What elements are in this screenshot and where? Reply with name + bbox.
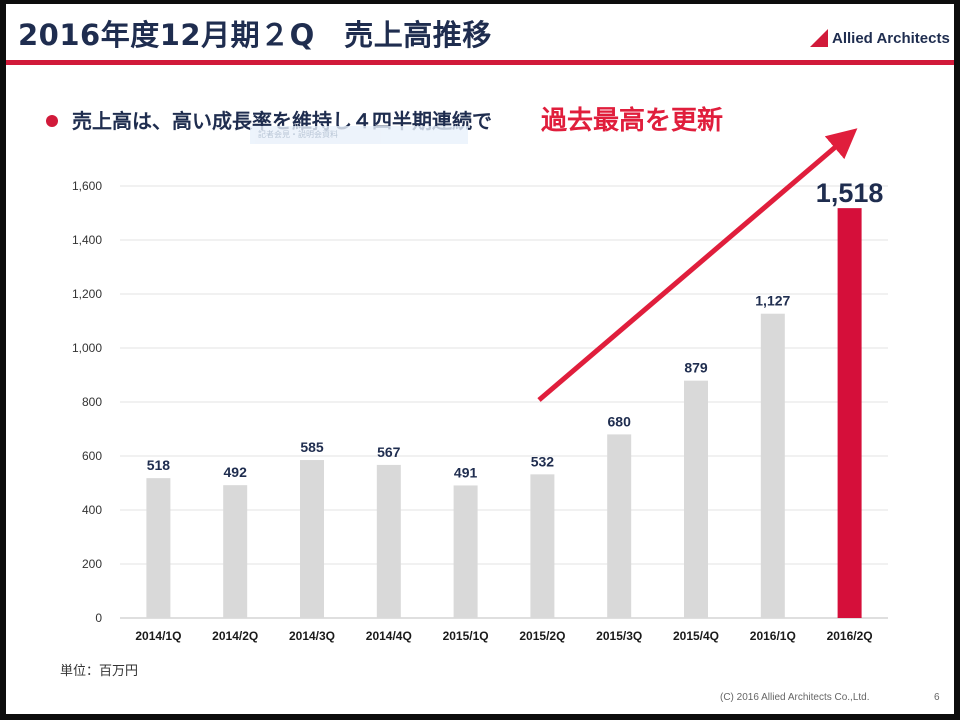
- x-tick-label: 2014/1Q: [135, 629, 181, 643]
- y-tick-label: 800: [82, 395, 102, 409]
- x-tick-label: 2016/2Q: [827, 629, 873, 643]
- unit-label: 単位：百万円: [60, 664, 139, 679]
- bar-chart: 0 200 400 600 800 1,000 1,200 1,400 1,600 518 492…: [72, 128, 888, 643]
- logo-mark-icon: [810, 29, 828, 47]
- trend-arrow-icon: [537, 128, 858, 402]
- value-labels: 518 492 585 567 491 532 680 879 1,127 1,518: [147, 178, 884, 480]
- value-label: 585: [300, 439, 324, 455]
- x-tick-label: 2014/4Q: [366, 629, 412, 643]
- bar-2016/2Q: [837, 208, 862, 618]
- y-tick-label: 1,000: [72, 341, 102, 355]
- header-rule: [6, 60, 954, 65]
- bar-2016/1Q: [760, 313, 785, 618]
- grid-lines: [120, 185, 888, 619]
- value-label: 879: [684, 360, 708, 376]
- value-label: 680: [608, 413, 632, 429]
- value-label: 492: [224, 464, 248, 480]
- y-tick-label: 200: [82, 557, 102, 571]
- value-label: 518: [147, 457, 171, 473]
- x-tick-label: 2014/2Q: [212, 629, 258, 643]
- slide-header: 2016年度12月期２Q 売上高推移 Allied Architects: [6, 4, 954, 60]
- value-label: 532: [531, 453, 555, 469]
- bars: [146, 208, 862, 618]
- faint-overlay-text: 記者会見・説明会資料: [258, 130, 338, 139]
- page-title: 2016年度12月期２Q 売上高推移: [18, 18, 492, 52]
- y-tick-label: 0: [95, 611, 102, 625]
- y-tick-label: 1,200: [72, 287, 102, 301]
- bar-2015/4Q: [684, 380, 708, 618]
- bar-2014/2Q: [223, 485, 248, 618]
- x-tick-label: 2015/4Q: [673, 629, 719, 643]
- slide: 2016年度12月期２Q 売上高推移 Allied Architects 売上高…: [6, 4, 954, 714]
- bar-2014/3Q: [300, 460, 324, 618]
- faint-overlay: 記者会見・説明会資料: [250, 126, 468, 144]
- y-tick-label: 600: [82, 449, 102, 463]
- page-number: 6: [934, 692, 940, 703]
- logo-text: Allied Architects: [832, 29, 950, 47]
- value-label: 1,127: [755, 293, 790, 309]
- company-logo: Allied Architects: [810, 26, 950, 50]
- bar-2014/4Q: [376, 464, 401, 618]
- x-tick-label: 2015/3Q: [596, 629, 642, 643]
- bar-2015/1Q: [453, 485, 478, 618]
- value-label: 1,518: [816, 178, 884, 208]
- x-tick-label: 2016/1Q: [750, 629, 796, 643]
- y-tick-label: 400: [82, 503, 102, 517]
- value-label: 491: [454, 464, 478, 480]
- y-tick-label: 1,400: [72, 233, 102, 247]
- x-tick-label: 2014/3Q: [289, 629, 335, 643]
- bar-2014/1Q: [146, 478, 171, 618]
- bar-2015/3Q: [607, 434, 632, 618]
- y-axis-ticks: 0 200 400 600 800 1,000 1,200 1,400 1,600: [72, 179, 102, 625]
- x-tick-label: 2015/2Q: [519, 629, 565, 643]
- copyright: (C) 2016 Allied Architects Co.,Ltd.: [720, 692, 870, 703]
- x-tick-label: 2015/1Q: [443, 629, 489, 643]
- bullet-icon: [46, 115, 58, 127]
- headline-accent: 過去最高を更新: [541, 106, 724, 136]
- y-tick-label: 1,600: [72, 179, 102, 193]
- bar-2015/2Q: [530, 474, 555, 618]
- value-label: 567: [377, 444, 401, 460]
- x-axis-ticks: 2014/1Q 2014/2Q 2014/3Q 2014/4Q 2015/1Q 2015/…: [135, 629, 872, 643]
